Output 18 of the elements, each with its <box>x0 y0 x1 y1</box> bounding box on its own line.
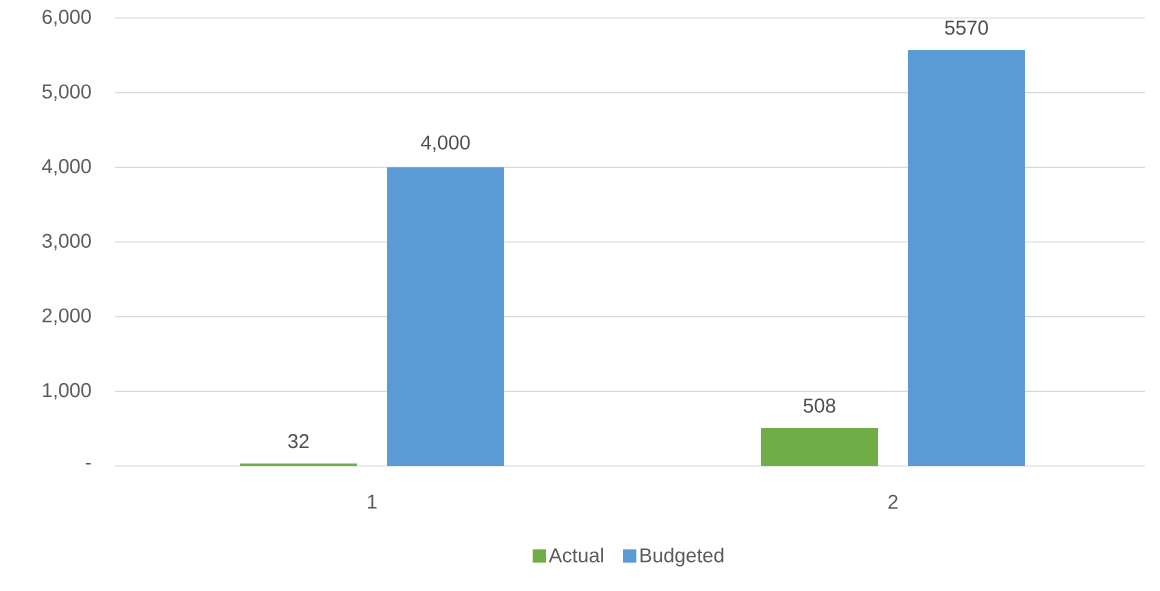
data-label: 5570 <box>945 20 988 35</box>
y-tick-label: 2,000 <box>42 308 91 325</box>
y-tick-label: 4,000 <box>42 159 91 176</box>
x-tick-label: 2 <box>888 494 898 509</box>
x-tick-label: 1 <box>367 494 377 509</box>
bar <box>907 50 1025 466</box>
y-tick-label: 5,000 <box>42 84 91 101</box>
data-label: 4,000 <box>420 135 470 152</box>
y-tick-label: - <box>85 462 91 465</box>
legend-label: Actual <box>548 547 603 563</box>
y-tick-label: 1,000 <box>43 383 91 400</box>
y-tick-label: 6,000 <box>42 9 91 27</box>
data-label: 32 <box>288 434 309 449</box>
data-label: 508 <box>803 398 836 413</box>
y-tick-label: 3,000 <box>42 233 91 251</box>
bar <box>761 428 878 466</box>
bar <box>387 167 504 466</box>
legend-label: Budgeted <box>640 547 724 567</box>
